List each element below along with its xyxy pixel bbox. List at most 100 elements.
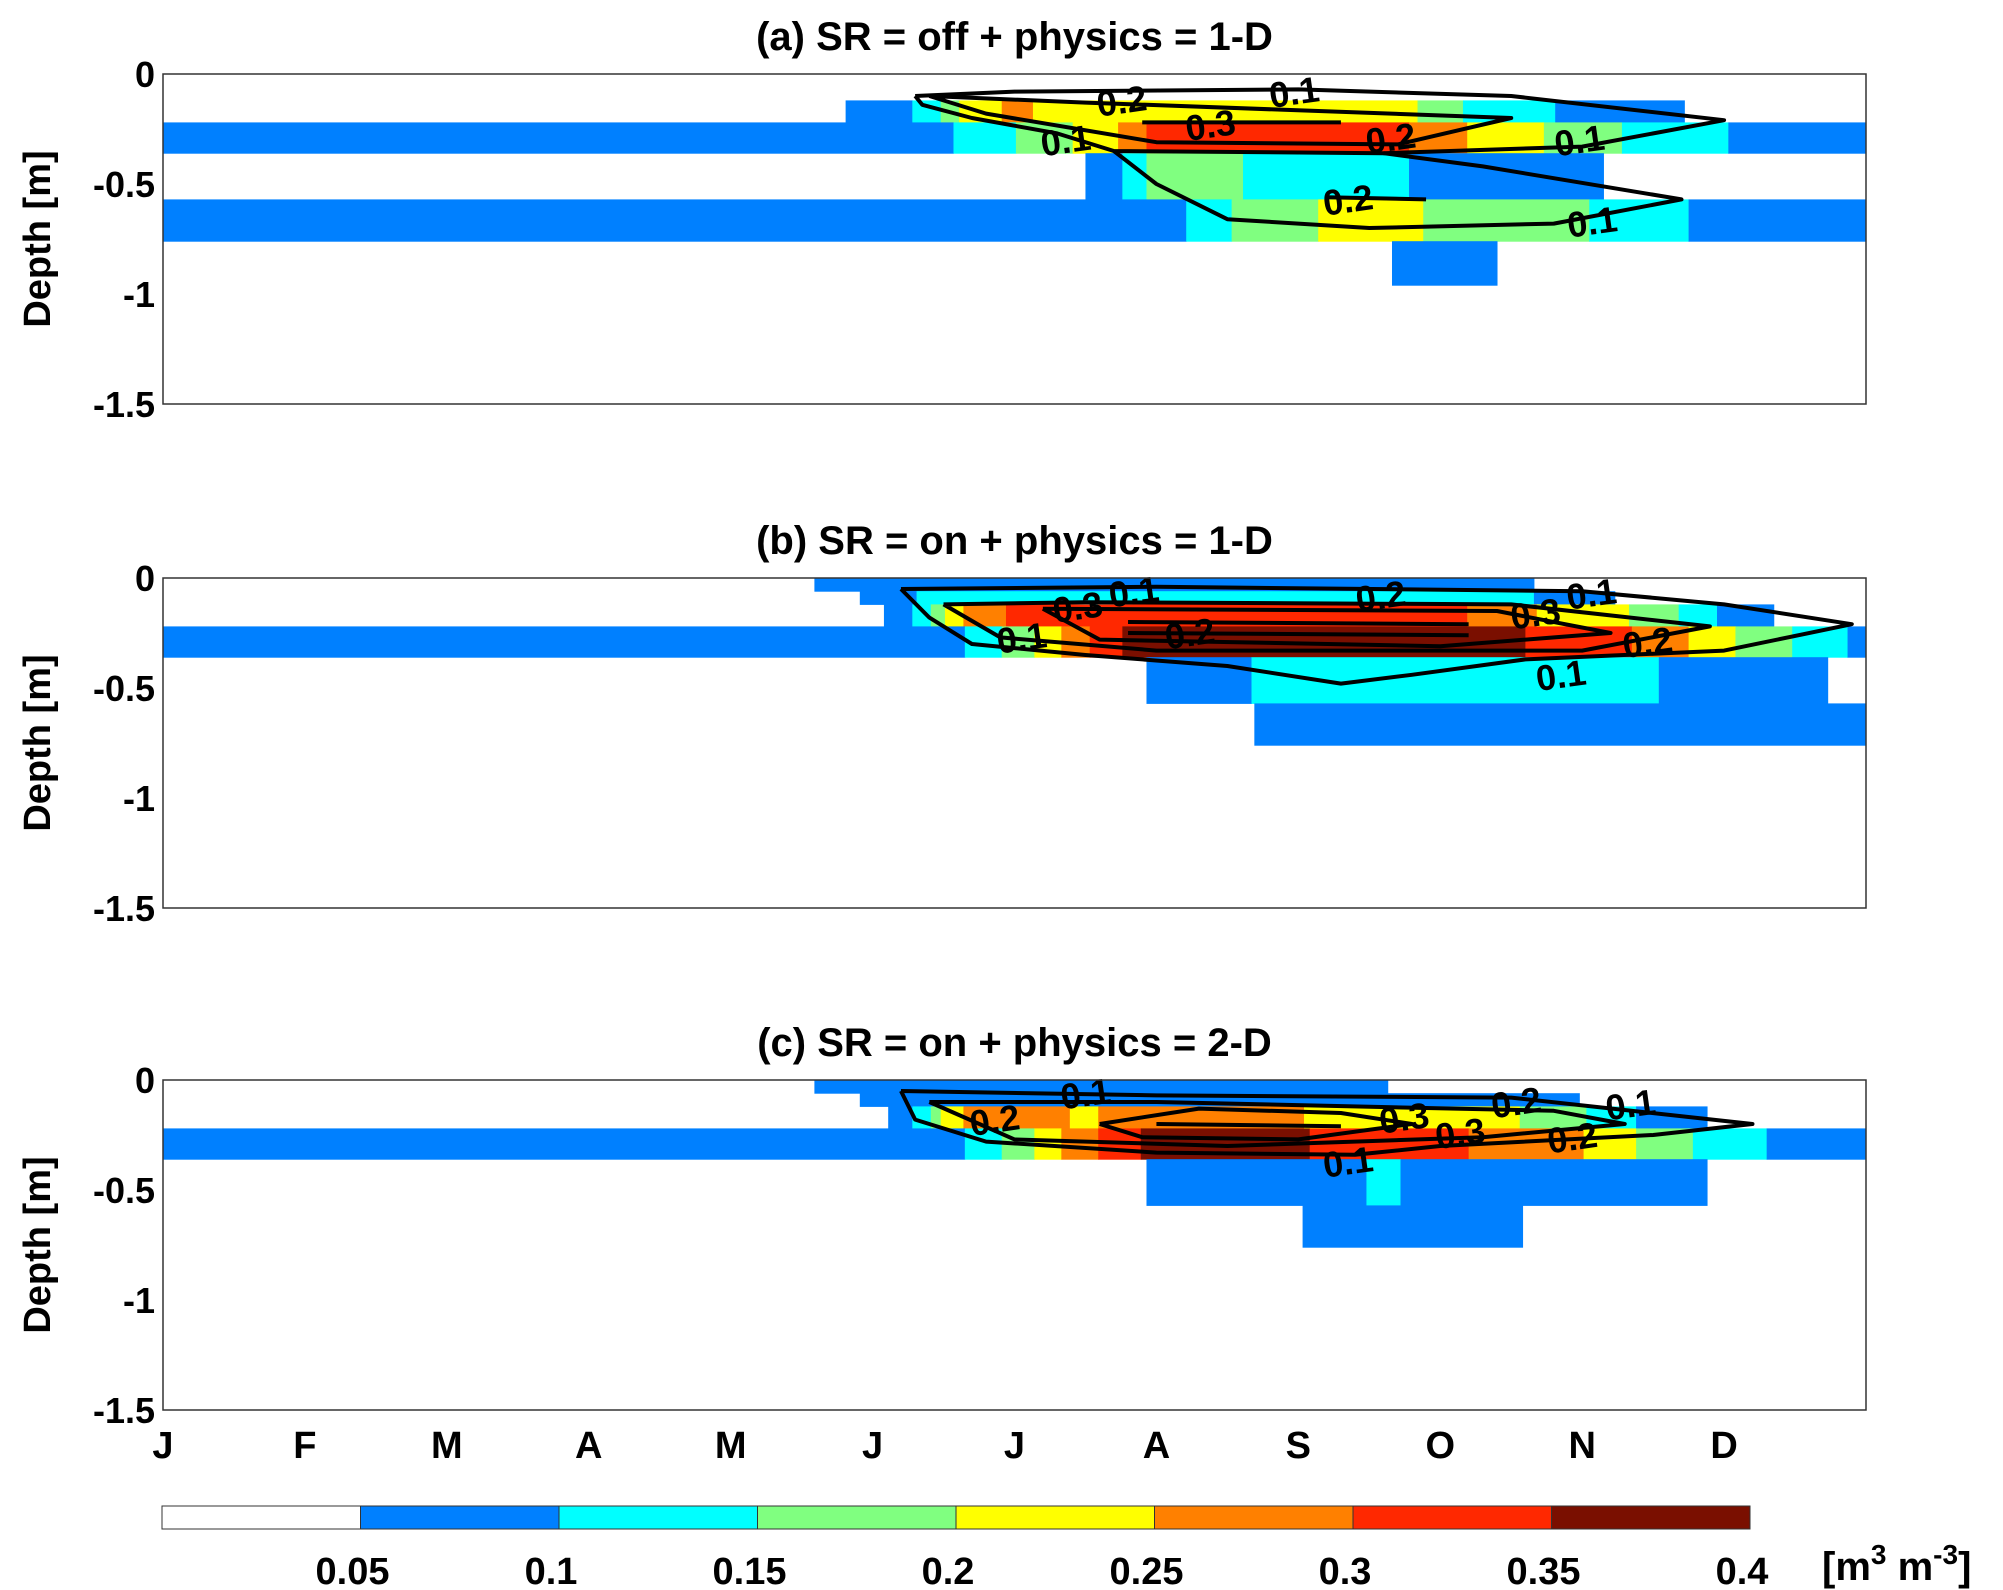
heatmap-cell <box>1678 604 1718 627</box>
heatmap-cell <box>859 591 918 605</box>
y-tick-label: 0 <box>135 558 155 599</box>
colorbar-tick-label: 0.15 <box>713 1551 787 1590</box>
heatmap-cell <box>963 1106 1071 1129</box>
contour-label: 0.2 <box>1620 619 1675 667</box>
contour-label: 0.1 <box>1267 68 1322 116</box>
contour-line-0.1 <box>913 87 1727 156</box>
colorbar-tick-label: 0.3 <box>1319 1551 1372 1590</box>
contour-line-0.2 <box>1326 195 1427 202</box>
heatmap-cell <box>1254 703 1867 746</box>
y-tick-label: -0.5 <box>93 1170 155 1211</box>
x-tick-label: D <box>1710 1425 1737 1467</box>
heatmap-cell <box>845 100 913 123</box>
x-tick-label: M <box>431 1425 463 1467</box>
contour-label: 0.3 <box>1050 583 1105 631</box>
heatmap-cell <box>1417 100 1464 123</box>
contour-label: 0.2 <box>1162 610 1217 658</box>
y-tick-label: 0 <box>135 1060 155 1101</box>
contour-line-0.35 <box>1156 1122 1341 1129</box>
colorbar-tick-label: 0.05 <box>316 1551 390 1590</box>
x-tick-label: S <box>1286 1425 1311 1467</box>
heatmap-cell <box>1692 1128 1768 1160</box>
heatmap-cell <box>1242 153 1410 200</box>
contour-line-0.2 <box>928 94 1514 147</box>
y-tick-label: 0 <box>135 54 155 95</box>
heatmap-cell <box>912 100 942 123</box>
y-tick-label: -1.5 <box>93 384 155 425</box>
panel-c: (c) SR = on + physics = 2-D0.20.10.10.3 0… <box>17 1021 1867 1431</box>
heatmap-cell <box>1728 122 1867 154</box>
colorbar-swatch <box>1154 1505 1354 1530</box>
x-tick-label: A <box>575 1425 602 1467</box>
y-tick-label: -1.5 <box>93 1390 155 1431</box>
y-tick-label: -0.5 <box>93 668 155 709</box>
contour-label: 0.1 <box>1565 198 1620 246</box>
plot-frame <box>162 73 1867 405</box>
heatmap-cell <box>1658 657 1829 704</box>
unit-part: 3 <box>1871 1539 1887 1570</box>
heatmap-cell <box>1533 591 1616 605</box>
contour-label: 0.1 <box>1038 117 1093 165</box>
unit-part: -3 <box>1933 1539 1958 1570</box>
heatmap-cell <box>930 1106 942 1129</box>
contour-label: 0.1 <box>1058 1070 1113 1118</box>
contour-label: 0.1 <box>1106 568 1161 616</box>
heatmap-cell <box>1001 626 1035 658</box>
contour-label: 0.2 <box>1320 176 1375 224</box>
heatmap-cell <box>163 1128 966 1160</box>
colorbar-swatch <box>955 1505 1155 1530</box>
heatmap-cell <box>1304 1106 1521 1129</box>
contour-label: 0.1 <box>1564 570 1619 618</box>
x-tick-label: F <box>293 1425 316 1467</box>
unit-part: m <box>1886 1545 1933 1589</box>
x-tick-label: A <box>1143 1425 1170 1467</box>
heatmap-cell <box>1186 199 1233 242</box>
colorbar-swatch <box>558 1505 758 1530</box>
y-axis-label: Depth [m] <box>17 1156 59 1333</box>
y-tick-label: -1.5 <box>93 888 155 929</box>
contour-line-0.1 <box>899 584 1854 686</box>
heatmap-cell <box>1583 1128 1637 1160</box>
unit-part: ] <box>1958 1545 1971 1589</box>
colorbar-unit-label: [m3 m-3] <box>1822 1539 1971 1589</box>
heatmap-cell <box>1061 1128 1099 1160</box>
heatmap-cell <box>912 604 932 627</box>
heatmap-cell <box>163 122 954 154</box>
panel-b: (b) SR = on + physics = 1-D0.10.3 0.10.20… <box>17 519 1867 929</box>
heatmap-cell <box>1302 1205 1524 1248</box>
heatmap-cell <box>1318 199 1424 242</box>
plot-frame <box>162 577 1867 909</box>
heatmap-cell <box>1688 199 1867 242</box>
colorbar-swatch <box>1551 1505 1751 1530</box>
colorbar-swatch <box>757 1505 957 1530</box>
colorbar-tick-label: 0.1 <box>525 1551 578 1590</box>
heatmap-cell <box>1085 153 1123 200</box>
contour-label: 0.2 <box>1094 77 1149 125</box>
contour-label: 0.1 <box>994 614 1049 662</box>
y-axis-label: Depth [m] <box>17 654 59 831</box>
panel-title: (c) SR = on + physics = 2-D <box>757 1021 1272 1065</box>
heatmap-cell <box>1391 241 1498 286</box>
heatmap-cell <box>1318 122 1410 154</box>
colorbar-swatch <box>1352 1505 1552 1530</box>
contour-line-0.1 <box>1112 149 1684 230</box>
contour-line-0.2 <box>942 600 1712 653</box>
unit-part: [m <box>1822 1545 1871 1589</box>
heatmap-cell <box>883 604 913 627</box>
contour-label: 0.2 <box>1489 1079 1544 1127</box>
contour-label: 0.1 <box>1552 117 1607 165</box>
colorbar-swatch <box>360 1505 560 1530</box>
plot-frame <box>162 1079 1867 1411</box>
contour-label: 0.3 <box>1433 1110 1488 1158</box>
x-tick-label: J <box>862 1425 883 1467</box>
contour-label: 0.1 <box>1320 1138 1375 1186</box>
heatmap-cell <box>1146 122 1319 154</box>
contour-line-0.2 <box>928 1100 1627 1148</box>
contour-label: 0.2 <box>967 1096 1022 1144</box>
y-axis-label: Depth [m] <box>17 150 59 327</box>
heatmap-cell <box>1400 1159 1708 1206</box>
contour-line-0.35 <box>1128 620 1469 627</box>
colorbar: 0.05 0.1 0.15 0.2 0.25 0.3 0.35 0.4 [m3 m-3] <box>161 1505 1971 1590</box>
colorbar-tick-label: 0.35 <box>1507 1551 1581 1590</box>
